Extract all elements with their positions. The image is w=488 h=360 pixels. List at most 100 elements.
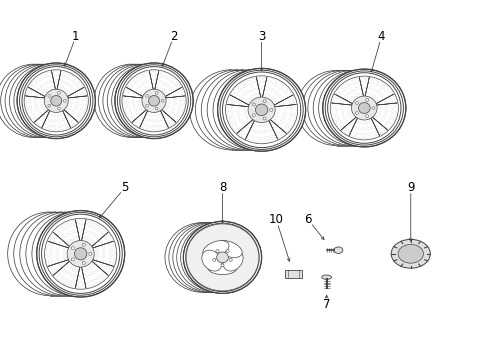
Polygon shape — [88, 258, 108, 275]
Ellipse shape — [202, 250, 222, 271]
Ellipse shape — [203, 240, 228, 257]
Polygon shape — [64, 96, 87, 98]
Polygon shape — [53, 232, 73, 249]
Polygon shape — [140, 107, 149, 128]
Ellipse shape — [145, 104, 148, 107]
Polygon shape — [372, 103, 396, 105]
Ellipse shape — [44, 89, 68, 112]
Ellipse shape — [71, 258, 74, 261]
Ellipse shape — [148, 95, 159, 106]
Ellipse shape — [333, 247, 342, 253]
Polygon shape — [266, 117, 286, 134]
Ellipse shape — [155, 107, 158, 110]
Ellipse shape — [321, 275, 331, 279]
Polygon shape — [359, 77, 364, 100]
Ellipse shape — [269, 108, 272, 111]
Polygon shape — [126, 87, 146, 98]
Ellipse shape — [58, 91, 60, 94]
Polygon shape — [81, 263, 86, 288]
Ellipse shape — [263, 117, 265, 120]
Ellipse shape — [51, 95, 61, 106]
Ellipse shape — [397, 244, 423, 263]
Polygon shape — [270, 95, 292, 107]
Ellipse shape — [255, 104, 267, 116]
Ellipse shape — [186, 224, 258, 291]
Ellipse shape — [216, 240, 242, 257]
Ellipse shape — [89, 252, 92, 255]
Polygon shape — [159, 107, 176, 122]
Ellipse shape — [229, 258, 232, 261]
Ellipse shape — [247, 97, 275, 122]
Text: 7: 7 — [322, 298, 330, 311]
Polygon shape — [28, 87, 48, 98]
Ellipse shape — [71, 247, 74, 250]
Polygon shape — [132, 107, 149, 122]
Ellipse shape — [225, 249, 229, 252]
Ellipse shape — [217, 68, 305, 151]
Ellipse shape — [37, 211, 124, 297]
Polygon shape — [331, 103, 355, 105]
Polygon shape — [51, 71, 56, 93]
Polygon shape — [340, 114, 359, 130]
Text: 9: 9 — [406, 181, 414, 194]
Ellipse shape — [365, 115, 368, 117]
Polygon shape — [226, 104, 252, 107]
Polygon shape — [368, 114, 387, 130]
Text: 10: 10 — [268, 213, 283, 226]
Polygon shape — [75, 263, 81, 288]
Polygon shape — [48, 241, 73, 249]
Ellipse shape — [355, 102, 358, 104]
Polygon shape — [256, 77, 261, 101]
Polygon shape — [261, 77, 266, 101]
Polygon shape — [236, 117, 256, 134]
Polygon shape — [88, 232, 108, 249]
Ellipse shape — [207, 261, 237, 275]
Ellipse shape — [48, 104, 51, 107]
Ellipse shape — [115, 63, 193, 139]
Polygon shape — [230, 95, 252, 107]
Ellipse shape — [223, 250, 243, 271]
Polygon shape — [53, 258, 73, 275]
Ellipse shape — [371, 107, 374, 109]
Polygon shape — [159, 107, 168, 128]
Polygon shape — [25, 96, 48, 98]
Text: 8: 8 — [218, 181, 226, 194]
Ellipse shape — [216, 252, 228, 263]
Polygon shape — [334, 94, 355, 105]
Ellipse shape — [221, 264, 224, 267]
Polygon shape — [364, 77, 368, 100]
Ellipse shape — [48, 95, 51, 97]
Polygon shape — [34, 107, 51, 122]
Ellipse shape — [252, 103, 255, 106]
Polygon shape — [81, 220, 86, 245]
Polygon shape — [88, 258, 113, 266]
Polygon shape — [42, 107, 51, 128]
Text: 1: 1 — [72, 30, 80, 42]
Polygon shape — [48, 258, 73, 266]
Polygon shape — [149, 71, 154, 93]
Ellipse shape — [82, 243, 85, 246]
Ellipse shape — [183, 221, 261, 293]
Polygon shape — [368, 114, 379, 136]
Ellipse shape — [63, 99, 66, 102]
Polygon shape — [88, 241, 113, 249]
Polygon shape — [162, 87, 182, 98]
Ellipse shape — [215, 249, 219, 252]
Ellipse shape — [212, 258, 215, 261]
FancyBboxPatch shape — [285, 270, 301, 278]
Ellipse shape — [155, 91, 158, 94]
Ellipse shape — [67, 240, 94, 267]
Polygon shape — [61, 107, 70, 128]
Ellipse shape — [17, 63, 95, 139]
Ellipse shape — [252, 114, 255, 117]
Ellipse shape — [365, 99, 368, 101]
Text: 5: 5 — [121, 181, 128, 194]
Polygon shape — [162, 96, 184, 98]
Text: 3: 3 — [257, 30, 265, 42]
Polygon shape — [245, 117, 256, 139]
Ellipse shape — [82, 261, 85, 264]
Polygon shape — [75, 220, 81, 245]
Polygon shape — [154, 71, 159, 93]
Polygon shape — [64, 87, 84, 98]
Ellipse shape — [58, 107, 60, 110]
